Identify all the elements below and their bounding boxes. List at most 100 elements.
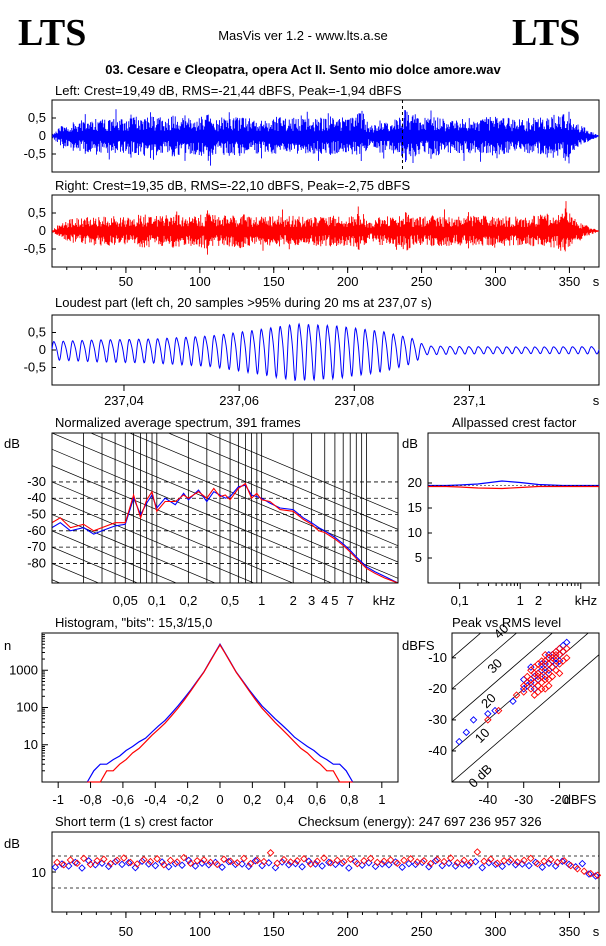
scatter-point-left: [484, 709, 492, 718]
loudest-x-tick-label: 237,04: [104, 393, 144, 408]
crest-line: [452, 654, 599, 782]
spectrum-y-tick-label: -40: [27, 490, 46, 505]
short-term-x-tick-label: 300: [485, 924, 507, 939]
spectrum-y-tick-label: -60: [27, 523, 46, 538]
short-term-point-left: [245, 862, 253, 871]
right-waveform-x-tick-label: 300: [485, 274, 507, 289]
short-term-crest-plot: dB 10 50 100 150 200 250 300 350 s: [4, 831, 602, 939]
spectrum-slope-line: [52, 645, 398, 790]
short-term-point-right: [513, 858, 522, 866]
short-term-point-right: [346, 855, 355, 863]
short-term-point-left: [498, 862, 507, 871]
right-waveform-plot: 0,5 0 -0,5 50 100 150 200 250 300 350 s: [24, 194, 600, 289]
peak-vs-rms-panel: Peak vs RMS level 0 dB10203040dBFS-10-20…: [402, 615, 600, 807]
histogram-plot: n 1000 100 10 -1 -0,8 -0,6 -0,4 -0,2 0 0,2 0,4 0,6 0,…: [4, 632, 399, 807]
short-term-point-right: [333, 856, 342, 865]
short-term-point-right: [93, 857, 101, 865]
crest-line: [452, 633, 554, 721]
short-term-point-right: [353, 859, 362, 868]
scatter-point-right: [519, 682, 528, 690]
short-term-y-tick-label: 10: [32, 865, 46, 880]
short-term-point-left: [578, 859, 587, 868]
histogram-frame: [41, 632, 399, 783]
scatter-point-right: [541, 685, 549, 693]
scatter-point-right: [534, 682, 542, 690]
short-term-point-right: [300, 855, 308, 863]
histogram-x-tick-label: 0: [216, 792, 223, 807]
spectrum-slope-line: [52, 563, 100, 583]
short-term-point-right: [133, 860, 141, 868]
spectrum-y-tick-label: -30: [27, 474, 46, 489]
loudest-x-tick-label: 237,08: [334, 393, 374, 408]
short-term-point-left: [325, 858, 333, 867]
short-term-point-right: [480, 857, 488, 865]
spectrum-slope-line: [52, 481, 294, 583]
scatter-point-right: [537, 678, 546, 687]
short-term-point-left: [298, 863, 306, 871]
peak-vs-rms-y-tick-label: -30: [428, 712, 447, 727]
right-waveform-x-unit: s: [593, 274, 600, 289]
histogram-x-tick-label: 0,2: [243, 792, 261, 807]
short-term-point-right: [500, 857, 508, 865]
crest-x-tick-label: 1: [517, 593, 524, 608]
histogram-x-tick-label: 0,4: [276, 792, 294, 807]
scatter-point-right: [527, 666, 535, 674]
short-term-point-left: [151, 861, 160, 870]
average-spectrum-panel: Normalized average spectrum, 391 frames …: [4, 415, 399, 790]
short-term-point-left: [451, 862, 460, 870]
right-waveform-x-tick-label: 250: [411, 274, 433, 289]
short-term-point-right: [466, 858, 475, 867]
short-term-point-left: [211, 858, 220, 867]
left-waveform-signal: [52, 109, 598, 166]
short-term-point-right: [220, 855, 228, 863]
loudest-x-unit: s: [593, 393, 600, 408]
spectrum-slope-line: [52, 514, 216, 583]
right-waveform-x-tick-label: 150: [263, 274, 285, 289]
logo-right: LTS: [512, 12, 580, 54]
short-term-x-unit: s: [593, 924, 600, 939]
histogram-y-tick-label: 1000: [9, 662, 38, 677]
short-term-point-left: [104, 862, 113, 871]
short-term-point-right: [86, 860, 95, 869]
short-term-point-right: [206, 858, 215, 867]
histogram-x-tick-label: -0,8: [79, 792, 101, 807]
histogram-series-left: [86, 643, 354, 783]
crest-y-tick-label: 5: [415, 550, 422, 565]
short-term-point-left: [411, 860, 420, 869]
short-term-point-right: [593, 871, 602, 879]
spectrum-x-tick-label: 0,1: [148, 593, 166, 608]
left-waveform-panel: Left: Crest=19,49 dB, RMS=-21,44 dBFS, P…: [24, 83, 600, 173]
short-term-point-right: [413, 858, 422, 866]
short-term-point-right: [153, 855, 161, 863]
spectrum-x-unit: kHz: [373, 593, 395, 608]
short-term-point-right: [313, 857, 322, 865]
short-term-point-left: [398, 863, 406, 871]
short-term-point-left: [478, 863, 487, 872]
short-term-point-right: [386, 856, 395, 864]
allpassed-crest-panel: Allpassed crest factor 20 15 10 5 dB 0,1 1 2 kHz: [402, 415, 600, 608]
short-term-point-left: [518, 860, 527, 868]
spectrum-y-tick-label: -80: [27, 555, 46, 570]
spectrum-x-tick-label: 0,05: [113, 593, 138, 608]
short-term-point-right: [260, 857, 268, 866]
spectrum-x-tick-label: 1: [258, 593, 265, 608]
short-term-point-left: [118, 860, 126, 869]
short-term-point-right: [546, 855, 555, 864]
short-term-point-right: [580, 867, 588, 875]
short-term-point-right: [146, 857, 155, 866]
crest-y-tick-label: 20: [408, 475, 422, 490]
short-term-point-left: [551, 862, 560, 870]
spectrum-x-tick-label: 3: [308, 593, 315, 608]
short-term-point-right: [246, 859, 255, 868]
loudest-part-title: Loudest part (left ch, 20 samples >95% d…: [55, 295, 432, 310]
loudest-y-tick-label: -0,5: [24, 360, 46, 375]
scatter-point-right: [523, 672, 532, 681]
short-term-point-right: [160, 861, 168, 869]
histogram-title: Histogram, "bits": 15,3/15,0: [55, 615, 212, 630]
crest-line: [452, 633, 482, 659]
right-waveform-x-tick-label: 350: [559, 274, 581, 289]
spectrum-slope-line: [52, 433, 398, 579]
short-term-point-left: [78, 864, 86, 872]
short-term-point-right: [460, 856, 468, 865]
